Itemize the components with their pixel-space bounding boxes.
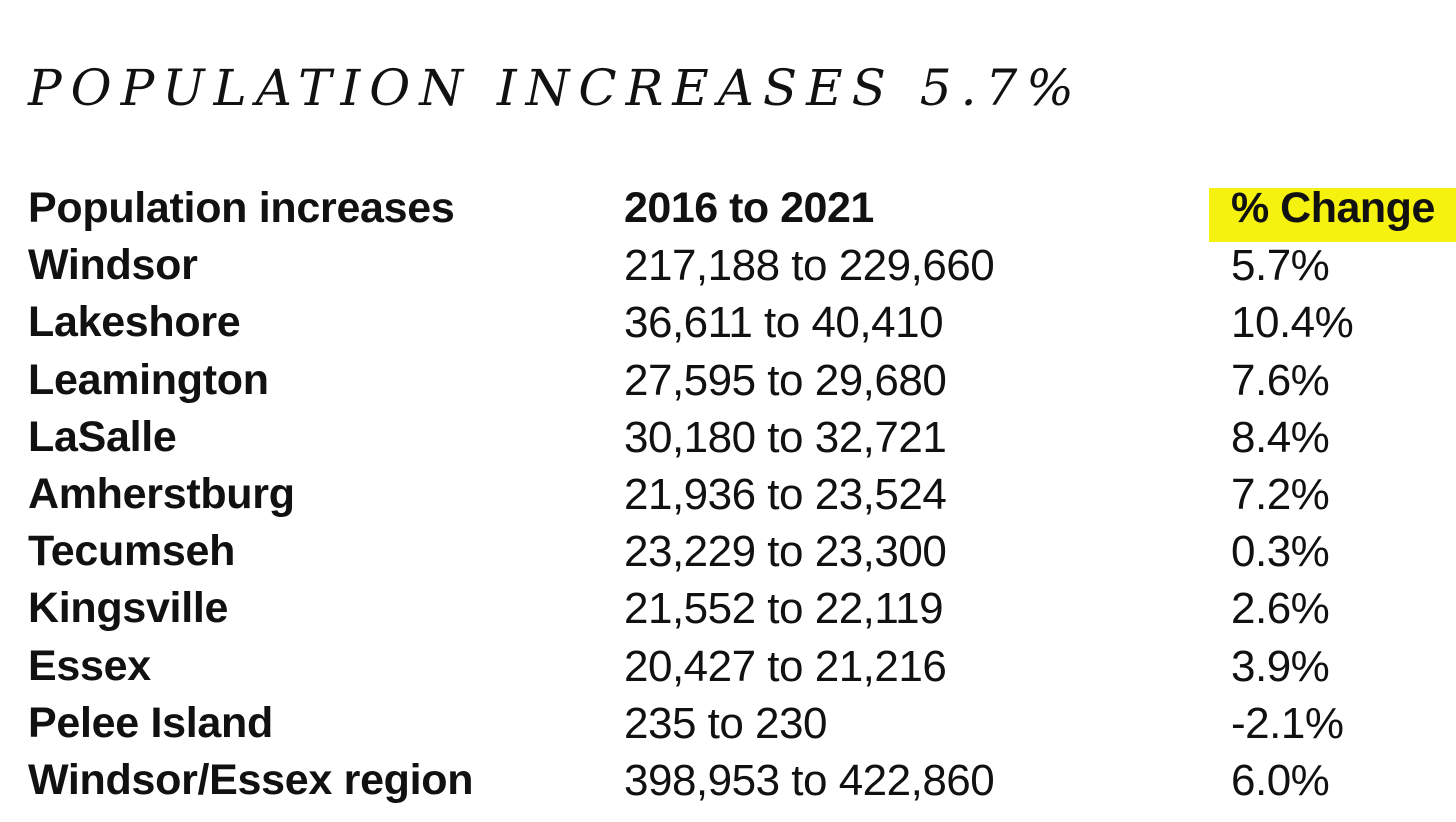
population-range: 21,552 to 22,119: [624, 584, 944, 634]
municipality-name: Windsor/Essex region: [28, 755, 474, 804]
table-row: Windsor 217,188 to 229,660 5.7%: [28, 237, 1456, 294]
municipality-name: Kingsville: [28, 584, 229, 633]
percent-change: 0.3%: [1231, 527, 1330, 577]
table-row: Kingsville 21,552 to 22,119 2.6%: [28, 580, 1456, 637]
table-row: Pelee Island 235 to 230 -2.1%: [28, 695, 1456, 752]
percent-change: 10.4%: [1231, 298, 1354, 348]
municipality-name: Amherstburg: [28, 469, 295, 518]
table-row: LaSalle 30,180 to 32,721 8.4%: [28, 409, 1456, 466]
municipality-name: LaSalle: [28, 412, 177, 461]
percent-change: 7.2%: [1231, 469, 1330, 519]
header-percent-change: % Change: [1209, 180, 1456, 242]
percent-change: 3.9%: [1231, 641, 1330, 691]
table-row: Lakeshore 36,611 to 40,410 10.4%: [28, 294, 1456, 351]
municipality-name: Windsor: [28, 241, 198, 290]
population-range: 20,427 to 21,216: [624, 641, 947, 691]
table-row: Tecumseh 23,229 to 23,300 0.3%: [28, 523, 1456, 580]
header-population-increases: Population increases: [28, 184, 455, 232]
percent-change: -2.1%: [1231, 698, 1344, 748]
table-row: Leamington 27,595 to 29,680 7.6%: [28, 352, 1456, 409]
table-body: Windsor 217,188 to 229,660 5.7% Lakeshore 36…: [28, 237, 1456, 809]
percent-change: 5.7%: [1231, 241, 1330, 291]
population-range: 23,229 to 23,300: [624, 527, 947, 577]
population-range: 217,188 to 229,660: [624, 241, 995, 291]
table-row: Amherstburg 21,936 to 23,524 7.2%: [28, 466, 1456, 523]
municipality-name: Lakeshore: [28, 298, 241, 347]
header-2016-to-2021: 2016 to 2021: [624, 184, 874, 232]
header-percent-change-label: % Change: [1231, 184, 1435, 232]
percent-change: 8.4%: [1231, 412, 1330, 462]
population-range: 398,953 to 422,860: [624, 755, 995, 805]
population-range: 235 to 230: [624, 698, 827, 748]
headline: POPULATION INCREASES 5.7%: [28, 59, 1083, 117]
table-row: Essex 20,427 to 21,216 3.9%: [28, 638, 1456, 695]
municipality-name: Pelee Island: [28, 698, 273, 747]
municipality-name: Tecumseh: [28, 527, 236, 576]
table-row: Windsor/Essex region 398,953 to 422,860 6.…: [28, 752, 1456, 809]
table-header-row: Population increases 2016 to 2021 % Chan…: [28, 180, 1456, 242]
percent-change: 2.6%: [1231, 584, 1330, 634]
population-range: 30,180 to 32,721: [624, 412, 947, 462]
percent-change: 6.0%: [1231, 755, 1330, 805]
population-table: Population increases 2016 to 2021 % Chan…: [28, 180, 1456, 809]
municipality-name: Essex: [28, 641, 151, 690]
municipality-name: Leamington: [28, 355, 269, 404]
population-range: 27,595 to 29,680: [624, 355, 947, 405]
population-range: 21,936 to 23,524: [624, 469, 947, 519]
population-range: 36,611 to 40,410: [624, 298, 944, 348]
highlighter-mark: [1209, 188, 1456, 242]
percent-change: 7.6%: [1231, 355, 1330, 405]
